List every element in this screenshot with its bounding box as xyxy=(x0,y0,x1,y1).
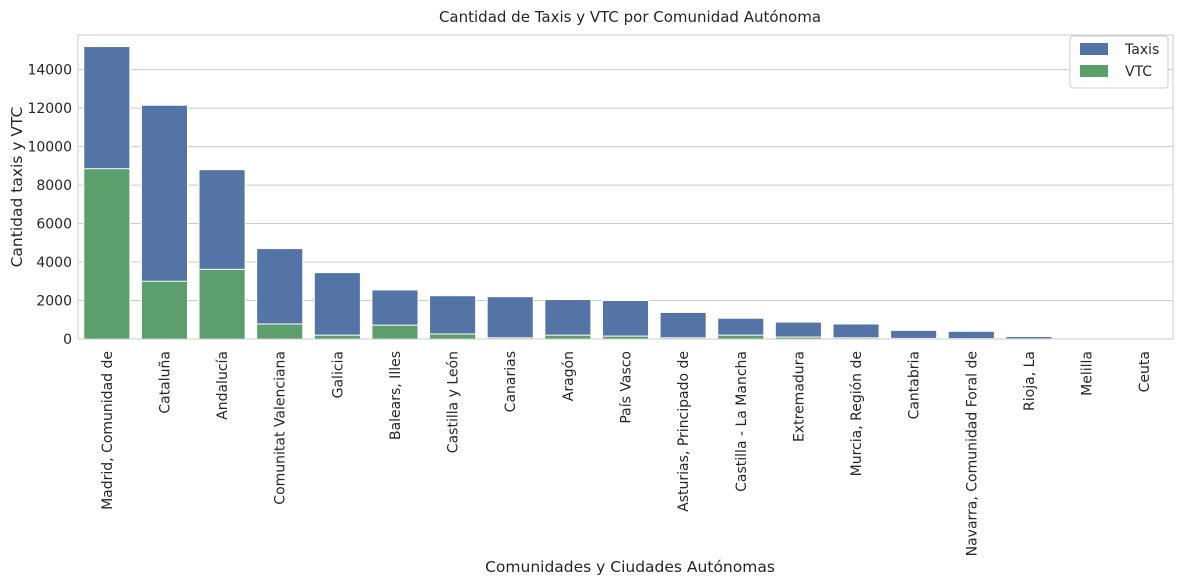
x-tick-label: Madrid, Comunidad de xyxy=(100,351,116,510)
x-tick-label: Aragón xyxy=(561,351,577,401)
bar-taxis xyxy=(429,295,477,340)
x-tick-labels: Madrid, Comunidad de Cataluña Andalucía Com… xyxy=(100,351,1153,556)
x-tick-label: Castilla y León xyxy=(446,351,462,453)
y-tick-label: 0 xyxy=(63,332,72,348)
x-tick-label: Navarra, Comunidad Foral de xyxy=(964,351,980,556)
y-tick-label: 8000 xyxy=(36,178,72,194)
legend-swatch-taxis xyxy=(1080,43,1108,55)
x-tick-label: Rioja, La xyxy=(1022,351,1038,411)
bar-taxis xyxy=(774,321,822,340)
legend-label-taxis: Taxis xyxy=(1124,42,1159,58)
chart-title: Cantidad de Taxis y VTC por Comunidad Au… xyxy=(439,8,821,26)
bar-vtc xyxy=(140,280,188,340)
bar-taxis xyxy=(890,329,938,340)
x-tick-label: Canarias xyxy=(503,351,519,412)
y-tick-label: 14000 xyxy=(27,63,72,79)
y-tick-label: 10000 xyxy=(27,140,72,156)
bar-taxis xyxy=(947,330,995,340)
y-tick-label: 6000 xyxy=(36,217,72,233)
x-tick-label: Comunitat Valenciana xyxy=(273,351,289,505)
bar-taxis xyxy=(601,300,650,340)
x-tick-label: Andalucía xyxy=(215,351,231,420)
x-axis-title: Comunidades y Ciudades Autónomas xyxy=(485,558,775,576)
y-tick-label: 4000 xyxy=(36,255,72,271)
x-tick-label: Cantabria xyxy=(907,351,923,419)
y-tick-label: 12000 xyxy=(27,101,72,117)
x-tick-label: Asturias, Principado de xyxy=(676,351,692,512)
series-vtc-bars xyxy=(83,168,1053,340)
bar-vtc xyxy=(83,168,131,340)
bar-taxis xyxy=(313,272,361,340)
legend: Taxis VTC xyxy=(1069,35,1169,89)
x-tick-label: Castilla - La Mancha xyxy=(734,351,750,492)
bar-taxis xyxy=(544,299,592,340)
x-tick-label: País Vasco xyxy=(619,351,635,424)
x-tick-label: Balears, Illes xyxy=(388,351,404,440)
x-tick-label: Extremadura xyxy=(791,351,807,442)
bar-vtc xyxy=(717,334,765,340)
bar-taxis xyxy=(486,296,534,340)
legend-label-vtc: VTC xyxy=(1125,64,1152,80)
x-tick-label: Ceuta xyxy=(1137,351,1153,392)
bar-taxis xyxy=(832,323,880,340)
y-tick-label: 2000 xyxy=(36,294,72,310)
bar-vtc xyxy=(371,324,419,340)
x-tick-label: Murcia, Región de xyxy=(849,351,865,476)
y-axis-title: Cantidad taxis y VTC xyxy=(8,107,26,268)
bar-vtc xyxy=(544,334,592,340)
bar-vtc xyxy=(429,333,477,340)
legend-swatch-vtc xyxy=(1080,65,1108,77)
x-tick-label: Galicia xyxy=(330,351,346,398)
bar-vtc xyxy=(313,334,361,340)
bar-vtc xyxy=(198,268,246,340)
x-tick-label: Cataluña xyxy=(157,351,173,414)
y-tick-labels: 0 2000 4000 6000 8000 10000 12000 14000 xyxy=(27,63,72,348)
x-tick-label: Melilla xyxy=(1080,351,1096,396)
bar-vtc xyxy=(256,323,304,340)
bar-taxis xyxy=(659,311,707,340)
plot-frame xyxy=(77,34,1174,340)
